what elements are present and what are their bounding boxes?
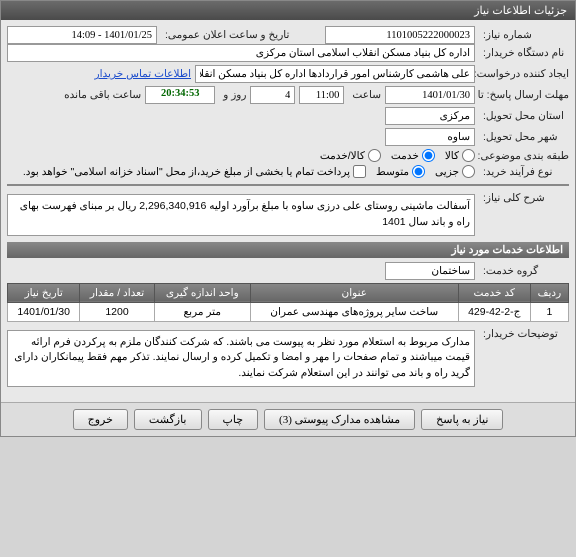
timer-field: 20:34:53 <box>145 86 215 104</box>
td-code: ج-2-42-429 <box>458 302 530 321</box>
general-desc-label: شرح کلی نیاز: <box>479 192 569 204</box>
exit-button[interactable]: خروج <box>73 409 128 430</box>
days-field[interactable] <box>250 86 295 104</box>
main-window: جزئیات اطلاعات نیاز شماره نیاز: تاریخ و … <box>0 0 576 437</box>
goods-radio[interactable] <box>462 149 475 162</box>
medium-radio[interactable] <box>412 165 425 178</box>
need-no-field[interactable] <box>325 26 475 44</box>
th-qty: تعداد / مقدار <box>80 283 154 302</box>
deadline-time-field[interactable] <box>299 86 344 104</box>
print-button[interactable]: چاپ <box>208 409 259 430</box>
province-field[interactable] <box>385 107 475 125</box>
td-row: 1 <box>530 302 568 321</box>
small-radio[interactable] <box>462 165 475 178</box>
footer-buttons: نیاز به پاسخ مشاهده مدارک پیوستی (3) چاپ… <box>1 402 575 436</box>
remaining-label: ساعت باقی مانده <box>60 89 141 101</box>
subject-type-label: طبقه بندی موضوعی: <box>479 150 569 162</box>
th-unit: واحد اندازه گیری <box>154 283 250 302</box>
attachments-button[interactable]: مشاهده مدارک پیوستی (3) <box>264 409 415 430</box>
deadline-label: مهلت ارسال پاسخ: تا تاریخ: <box>479 89 569 101</box>
table-row[interactable]: 1 ج-2-42-429 ساخت سایر پروژه‌های مهندسی … <box>8 302 569 321</box>
buyer-field[interactable] <box>7 44 475 62</box>
goods-service-radio[interactable] <box>368 149 381 162</box>
td-title: ساخت سایر پروژه‌های مهندسی عمران <box>250 302 458 321</box>
services-header: اطلاعات خدمات مورد نیاز <box>7 242 569 258</box>
days-label: روز و <box>219 89 246 101</box>
th-date: تاریخ نیاز <box>8 283 80 302</box>
general-desc-box: آسفالت ماشینی روستای علی درزی ساوه با مب… <box>7 194 475 236</box>
goods-radio-item[interactable]: کالا <box>445 149 475 162</box>
service-radio-item[interactable]: خدمت <box>391 149 435 162</box>
announce-label: تاریخ و ساعت اعلان عمومی: <box>161 29 289 41</box>
medium-radio-item[interactable]: متوسط <box>376 165 425 178</box>
th-code: کد خدمت <box>458 283 530 302</box>
table-header-row: ردیف کد خدمت عنوان واحد اندازه گیری تعدا… <box>8 283 569 302</box>
return-button[interactable]: بازگشت <box>134 409 202 430</box>
payment-check-item[interactable]: پرداخت تمام یا بخشی از مبلغ خرید،از محل … <box>23 165 366 178</box>
process-label: نوع فرآیند خرید: <box>479 166 569 178</box>
city-label: شهر محل تحویل: <box>479 131 569 143</box>
province-label: استان محل تحویل: <box>479 110 569 122</box>
payment-note-label: پرداخت تمام یا بخشی از مبلغ خرید،از محل … <box>23 166 350 178</box>
creator-field[interactable] <box>195 65 475 83</box>
th-title: عنوان <box>250 283 458 302</box>
content-area: شماره نیاز: تاریخ و ساعت اعلان عمومی: نا… <box>1 20 575 396</box>
td-qty: 1200 <box>80 302 154 321</box>
respond-button[interactable]: نیاز به پاسخ <box>421 409 503 430</box>
td-unit: متر مربع <box>154 302 250 321</box>
service-radio[interactable] <box>422 149 435 162</box>
goods-radio-label: کالا <box>445 150 459 162</box>
time-label-1: ساعت <box>348 89 381 101</box>
group-field[interactable] <box>385 262 475 280</box>
need-no-label: شماره نیاز: <box>479 29 569 41</box>
city-field[interactable] <box>385 128 475 146</box>
subject-radio-group: کالا خدمت کالا/خدمت <box>320 149 475 162</box>
buyer-label: نام دستگاه خریدار: <box>479 47 569 59</box>
deadline-date-field[interactable] <box>385 86 475 104</box>
small-radio-item[interactable]: جزیی <box>435 165 475 178</box>
buyer-notes-label: توضیحات خریدار: <box>479 328 569 340</box>
goods-service-radio-label: کالا/خدمت <box>320 150 365 162</box>
payment-checkbox[interactable] <box>353 165 366 178</box>
buyer-notes-box: مدارک مربوط به استعلام مورد نظر به پیوست… <box>7 330 475 387</box>
td-date: 1401/01/30 <box>8 302 80 321</box>
contact-link[interactable]: اطلاعات تماس خریدار <box>95 68 191 80</box>
medium-radio-label: متوسط <box>376 166 409 178</box>
goods-service-radio-item[interactable]: کالا/خدمت <box>320 149 381 162</box>
group-label: گروه خدمت: <box>479 265 569 277</box>
process-radio-group: جزیی متوسط پرداخت تمام یا بخشی از مبلغ خ… <box>23 165 475 178</box>
creator-label: ایجاد کننده درخواست: <box>479 68 569 80</box>
services-table: ردیف کد خدمت عنوان واحد اندازه گیری تعدا… <box>7 283 569 322</box>
th-row: ردیف <box>530 283 568 302</box>
small-radio-label: جزیی <box>435 166 459 178</box>
service-radio-label: خدمت <box>391 150 419 162</box>
announce-field[interactable] <box>7 26 157 44</box>
titlebar: جزئیات اطلاعات نیاز <box>1 1 575 20</box>
